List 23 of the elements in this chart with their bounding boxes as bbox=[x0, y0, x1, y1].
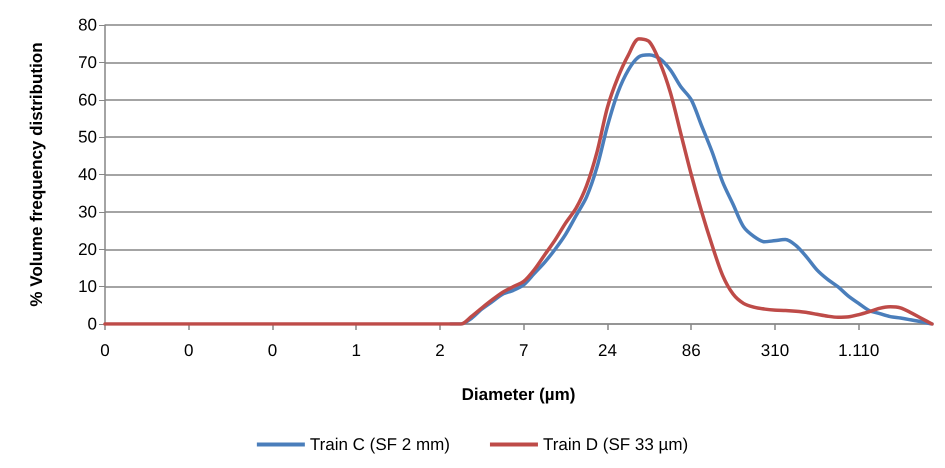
legend-label: Train C (SF 2 mm) bbox=[310, 435, 450, 454]
x-tick-label: 7 bbox=[519, 341, 528, 360]
x-tick-label: 2 bbox=[435, 341, 445, 360]
y-tick-label: 20 bbox=[78, 240, 97, 259]
y-tick-label: 30 bbox=[78, 202, 97, 222]
x-tick-label: 1.110 bbox=[838, 341, 880, 360]
legend-label: Train D (SF 33 µm) bbox=[542, 435, 688, 454]
x-tick-label: 0 bbox=[184, 341, 194, 360]
y-tick-label: 50 bbox=[78, 128, 97, 147]
y-tick-label: 70 bbox=[78, 52, 97, 72]
y-tick-label: 10 bbox=[78, 277, 97, 296]
y-tick-label: 60 bbox=[78, 90, 97, 110]
x-axis-title: Diameter (µm) bbox=[462, 385, 576, 404]
x-tick-label: 0 bbox=[268, 341, 278, 360]
y-tick-label: 80 bbox=[78, 16, 97, 34]
y-axis-title: % Volume frequency distribution bbox=[27, 42, 46, 307]
x-tick-label: 1 bbox=[352, 341, 361, 360]
y-tick-label: 0 bbox=[88, 314, 97, 334]
x-tick-label: 310 bbox=[760, 341, 790, 360]
y-tick-label: 40 bbox=[78, 165, 97, 184]
x-tick-label: 24 bbox=[598, 341, 617, 360]
x-tick-label: 0 bbox=[100, 341, 110, 360]
x-tick-label: 86 bbox=[682, 341, 701, 360]
